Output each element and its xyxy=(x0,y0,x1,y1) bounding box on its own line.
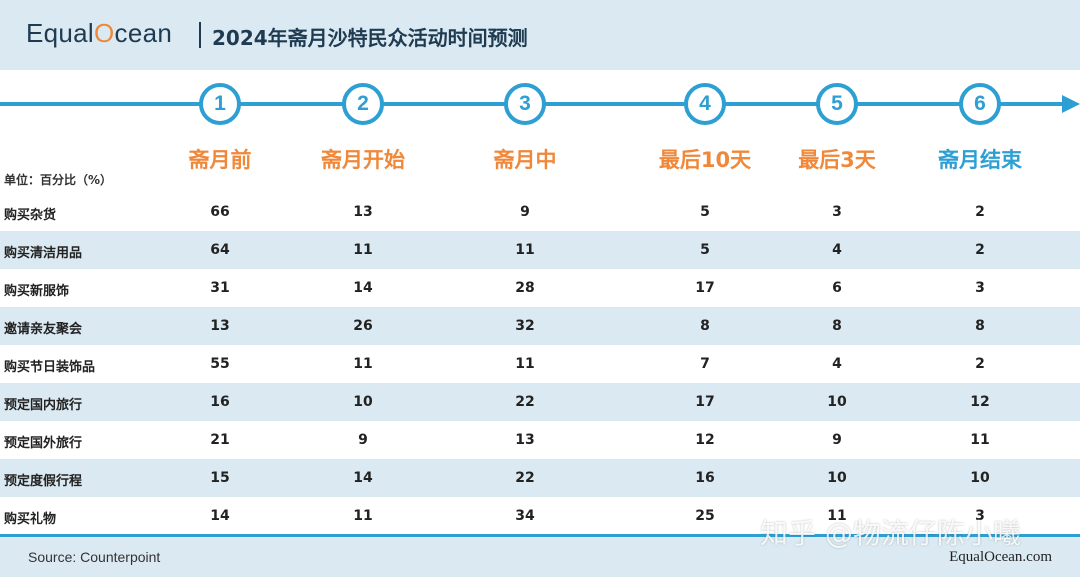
table-cell: 22 xyxy=(515,394,535,410)
table-cell: 14 xyxy=(210,508,230,524)
table-cell: 66 xyxy=(210,204,230,220)
table-row: 预定度假行程 15 14 22 16 10 10 xyxy=(0,459,1080,497)
table-cell: 3 xyxy=(832,204,842,220)
table-cell: 13 xyxy=(353,204,373,220)
table-cell: 25 xyxy=(695,508,715,524)
table-cell: 16 xyxy=(210,394,230,410)
table-cell: 3 xyxy=(975,280,985,296)
table-cell: 3 xyxy=(975,508,985,524)
row-label: 购买新服饰 xyxy=(4,284,70,299)
table-row: 购买节日装饰品 55 11 11 7 4 2 xyxy=(0,345,1080,383)
table-row: 购买杂货 66 13 9 5 3 2 xyxy=(0,193,1080,231)
table-cell: 15 xyxy=(210,470,230,486)
timeline-step-5: 5 xyxy=(816,83,858,125)
header-separator xyxy=(199,22,201,48)
table-cell: 7 xyxy=(700,356,710,372)
row-label: 邀请亲友聚会 xyxy=(4,322,83,337)
table-cell: 9 xyxy=(832,432,842,448)
table-cell: 4 xyxy=(832,242,842,258)
table-cell: 32 xyxy=(515,318,535,334)
table-cell: 5 xyxy=(700,204,710,220)
table-cell: 21 xyxy=(210,432,230,448)
table-cell: 2 xyxy=(975,242,985,258)
table-cell: 22 xyxy=(515,470,535,486)
timeline-arrow-icon xyxy=(1062,95,1080,113)
table-row: 预定国外旅行 21 9 13 12 9 11 xyxy=(0,421,1080,459)
row-label: 预定国内旅行 xyxy=(4,398,83,413)
table-cell: 13 xyxy=(210,318,230,334)
timeline-step-2: 2 xyxy=(342,83,384,125)
table-cell: 9 xyxy=(358,432,368,448)
table-cell: 26 xyxy=(353,318,373,334)
table-row: 预定国内旅行 16 10 22 17 10 12 xyxy=(0,383,1080,421)
table-cell: 12 xyxy=(970,394,990,410)
table-row: 邀请亲友聚会 13 26 32 8 8 8 xyxy=(0,307,1080,345)
table-cell: 11 xyxy=(353,508,373,524)
table-cell: 11 xyxy=(827,508,847,524)
table-cell: 11 xyxy=(515,356,535,372)
header-bar xyxy=(0,0,1080,70)
table-cell: 17 xyxy=(695,280,715,296)
table-cell: 11 xyxy=(970,432,990,448)
timeline-step-3: 3 xyxy=(504,83,546,125)
table-cell: 31 xyxy=(210,280,230,296)
column-header-5: 最后3天 xyxy=(798,148,876,172)
table-cell: 17 xyxy=(695,394,715,410)
column-header-4: 最后10天 xyxy=(658,148,752,172)
row-label: 购买礼物 xyxy=(4,512,57,527)
timeline-step-4: 4 xyxy=(684,83,726,125)
table-cell: 34 xyxy=(515,508,535,524)
table-cell: 2 xyxy=(975,204,985,220)
table-cell: 10 xyxy=(827,470,847,486)
row-label: 预定度假行程 xyxy=(4,474,83,489)
table-cell: 2 xyxy=(975,356,985,372)
table-row: 购买礼物 14 11 34 25 11 3 xyxy=(0,497,1080,535)
table-cell: 6 xyxy=(832,280,842,296)
footer-divider xyxy=(0,534,1080,537)
table-cell: 11 xyxy=(353,242,373,258)
table-cell: 10 xyxy=(827,394,847,410)
table-cell: 55 xyxy=(210,356,230,372)
row-label: 购买清洁用品 xyxy=(4,246,83,261)
site-url: EqualOcean.com xyxy=(949,549,1052,565)
table-cell: 11 xyxy=(353,356,373,372)
page-title: 2024年斋月沙特民众活动时间预测 xyxy=(212,26,528,50)
timeline-step-1: 1 xyxy=(199,83,241,125)
table-cell: 28 xyxy=(515,280,535,296)
row-label: 购买节日装饰品 xyxy=(4,360,96,375)
column-header-6: 斋月结束 xyxy=(938,148,1022,172)
table-cell: 13 xyxy=(515,432,535,448)
column-header-2: 斋月开始 xyxy=(321,148,405,172)
table-cell: 5 xyxy=(700,242,710,258)
table-cell: 16 xyxy=(695,470,715,486)
watermark: 知乎 @物流仔陈小曦 xyxy=(760,517,1021,550)
column-header-3: 斋月中 xyxy=(493,148,557,172)
row-label: 购买杂货 xyxy=(4,208,57,223)
table-cell: 4 xyxy=(832,356,842,372)
source-note: Source: Counterpoint xyxy=(28,549,161,565)
row-label: 预定国外旅行 xyxy=(4,436,83,451)
table-cell: 11 xyxy=(515,242,535,258)
unit-label: 单位：百分比（%） xyxy=(4,173,113,187)
table-cell: 10 xyxy=(970,470,990,486)
table-row: 购买清洁用品 64 11 11 5 4 2 xyxy=(0,231,1080,269)
column-header-1: 斋月前 xyxy=(188,148,252,172)
table-cell: 14 xyxy=(353,470,373,486)
footer-bar xyxy=(0,537,1080,577)
timeline-step-6: 6 xyxy=(959,83,1001,125)
table-row: 购买新服饰 31 14 28 17 6 3 xyxy=(0,269,1080,307)
table-cell: 10 xyxy=(353,394,373,410)
table-cell: 12 xyxy=(695,432,715,448)
table-cell: 9 xyxy=(520,204,530,220)
table-cell: 64 xyxy=(210,242,230,258)
equalocean-logo: EqualOcean xyxy=(26,18,173,48)
table-cell: 8 xyxy=(832,318,842,334)
table-cell: 8 xyxy=(975,318,985,334)
table-cell: 14 xyxy=(353,280,373,296)
table-cell: 8 xyxy=(700,318,710,334)
